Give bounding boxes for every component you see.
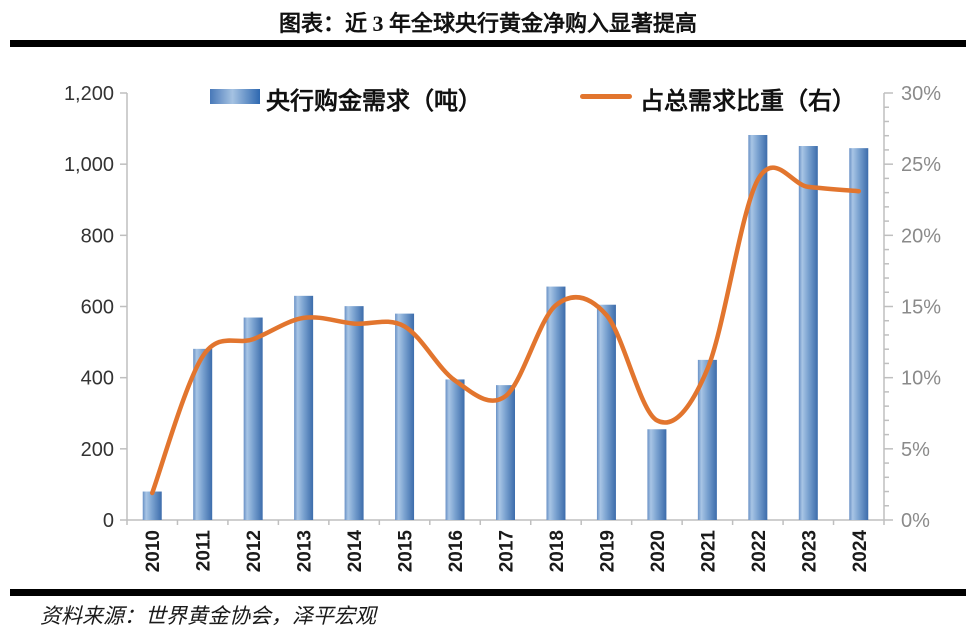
x-axis-year-label: 2012: [244, 530, 265, 572]
legend-line-label: 占总需求比重（右）: [640, 89, 856, 115]
x-axis-year-label: 2010: [143, 530, 164, 572]
bar-2024: [849, 148, 869, 520]
bar-2020: [647, 429, 667, 520]
legend-bar-label: 央行购金需求（吨）: [266, 89, 482, 115]
right-axis-tick-label: 15%: [901, 297, 941, 319]
bar-2011: [193, 348, 213, 520]
bar-2015: [395, 313, 415, 520]
right-axis-tick-label: 20%: [901, 225, 941, 247]
left-axis-tick-label: 400: [81, 368, 114, 390]
x-axis-year-label: 2021: [698, 530, 719, 573]
x-axis-year-label: 2016: [446, 530, 467, 572]
legend-bar-swatch: [210, 89, 260, 104]
left-axis-tick-label: 1,000: [64, 154, 114, 176]
x-axis-year-label: 2013: [295, 530, 316, 572]
left-axis-tick-label: 200: [81, 439, 114, 461]
bar-2010: [142, 491, 162, 520]
chart-title: 图表：近 3 年全球央行黄金净购入显著提高: [278, 11, 697, 36]
bar-2013: [294, 295, 314, 520]
x-axis-year-label: 2011: [194, 530, 215, 572]
bar-2016: [445, 379, 465, 520]
x-axis-year-label: 2019: [597, 530, 618, 572]
left-axis-tick-label: 800: [81, 225, 114, 247]
x-axis-year-label: 2018: [547, 530, 568, 572]
bar-2012: [243, 317, 263, 520]
bar-2014: [344, 306, 364, 520]
right-axis-tick-label: 5%: [901, 439, 930, 461]
bar-2022: [748, 134, 768, 520]
chart-plot: 0 200 400 600 800 1,000 1,200 0% 5% 10% 15% 20% 25% 3…: [64, 83, 941, 573]
share-line: [149, 165, 862, 496]
right-axis-tick-label: 25%: [901, 154, 941, 176]
right-axis-tick-label: 30%: [901, 83, 941, 105]
legend: 央行购金需求（吨） 占总需求比重（右）: [0, 84, 976, 115]
bottom-divider-rule: [10, 589, 966, 596]
left-axis-tick-label: 600: [81, 297, 114, 319]
x-axis-year-label: 2023: [799, 530, 820, 572]
bar-2023: [798, 146, 818, 520]
bar-2019: [596, 304, 616, 520]
source-note: 资料来源：世界黄金协会，泽平宏观: [40, 604, 376, 628]
x-axis-year-label: 2014: [345, 530, 366, 573]
bar-2021: [697, 359, 717, 520]
x-axis-year-label: 2022: [749, 530, 770, 572]
x-axis-year-label: 2024: [850, 530, 871, 573]
bar-2018: [546, 286, 566, 520]
bar-2017: [496, 385, 515, 520]
x-axis-year-label: 2015: [396, 530, 417, 573]
left-axis-tick-label: 0: [103, 510, 114, 532]
left-axis-tick-label: 1,200: [64, 83, 114, 105]
x-axis-year-label: 2020: [648, 530, 669, 572]
right-axis-tick-label: 0%: [901, 510, 930, 532]
legend-line-swatch: [580, 94, 632, 99]
title-divider-rule: [10, 40, 966, 47]
x-axis-year-label: 2017: [497, 530, 518, 572]
right-axis-tick-label: 10%: [901, 368, 941, 390]
